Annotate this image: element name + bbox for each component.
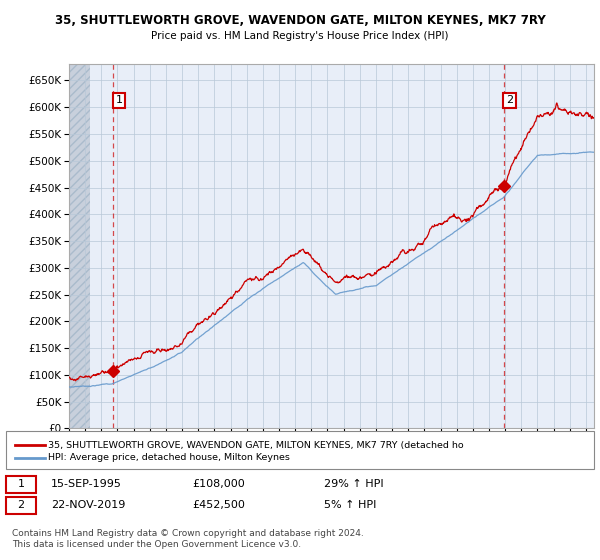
Text: 15-SEP-1995: 15-SEP-1995 (51, 479, 122, 489)
Text: 29% ↑ HPI: 29% ↑ HPI (324, 479, 383, 489)
Text: HPI: Average price, detached house, Milton Keynes: HPI: Average price, detached house, Milt… (48, 453, 290, 462)
Text: 2: 2 (506, 95, 513, 105)
Text: 5% ↑ HPI: 5% ↑ HPI (324, 500, 376, 510)
Text: Contains HM Land Registry data © Crown copyright and database right 2024.
This d: Contains HM Land Registry data © Crown c… (12, 529, 364, 549)
Text: 35, SHUTTLEWORTH GROVE, WAVENDON GATE, MILTON KEYNES, MK7 7RY (detached ho: 35, SHUTTLEWORTH GROVE, WAVENDON GATE, M… (48, 441, 464, 450)
Bar (69, 64, 90, 428)
Text: Price paid vs. HM Land Registry's House Price Index (HPI): Price paid vs. HM Land Registry's House … (151, 31, 449, 41)
Text: 35, SHUTTLEWORTH GROVE, WAVENDON GATE, MILTON KEYNES, MK7 7RY: 35, SHUTTLEWORTH GROVE, WAVENDON GATE, M… (55, 14, 545, 27)
Text: 1: 1 (115, 95, 122, 105)
Text: 2: 2 (17, 500, 25, 510)
Text: 22-NOV-2019: 22-NOV-2019 (51, 500, 125, 510)
Text: £452,500: £452,500 (192, 500, 245, 510)
Text: £108,000: £108,000 (192, 479, 245, 489)
Text: 1: 1 (17, 479, 25, 489)
